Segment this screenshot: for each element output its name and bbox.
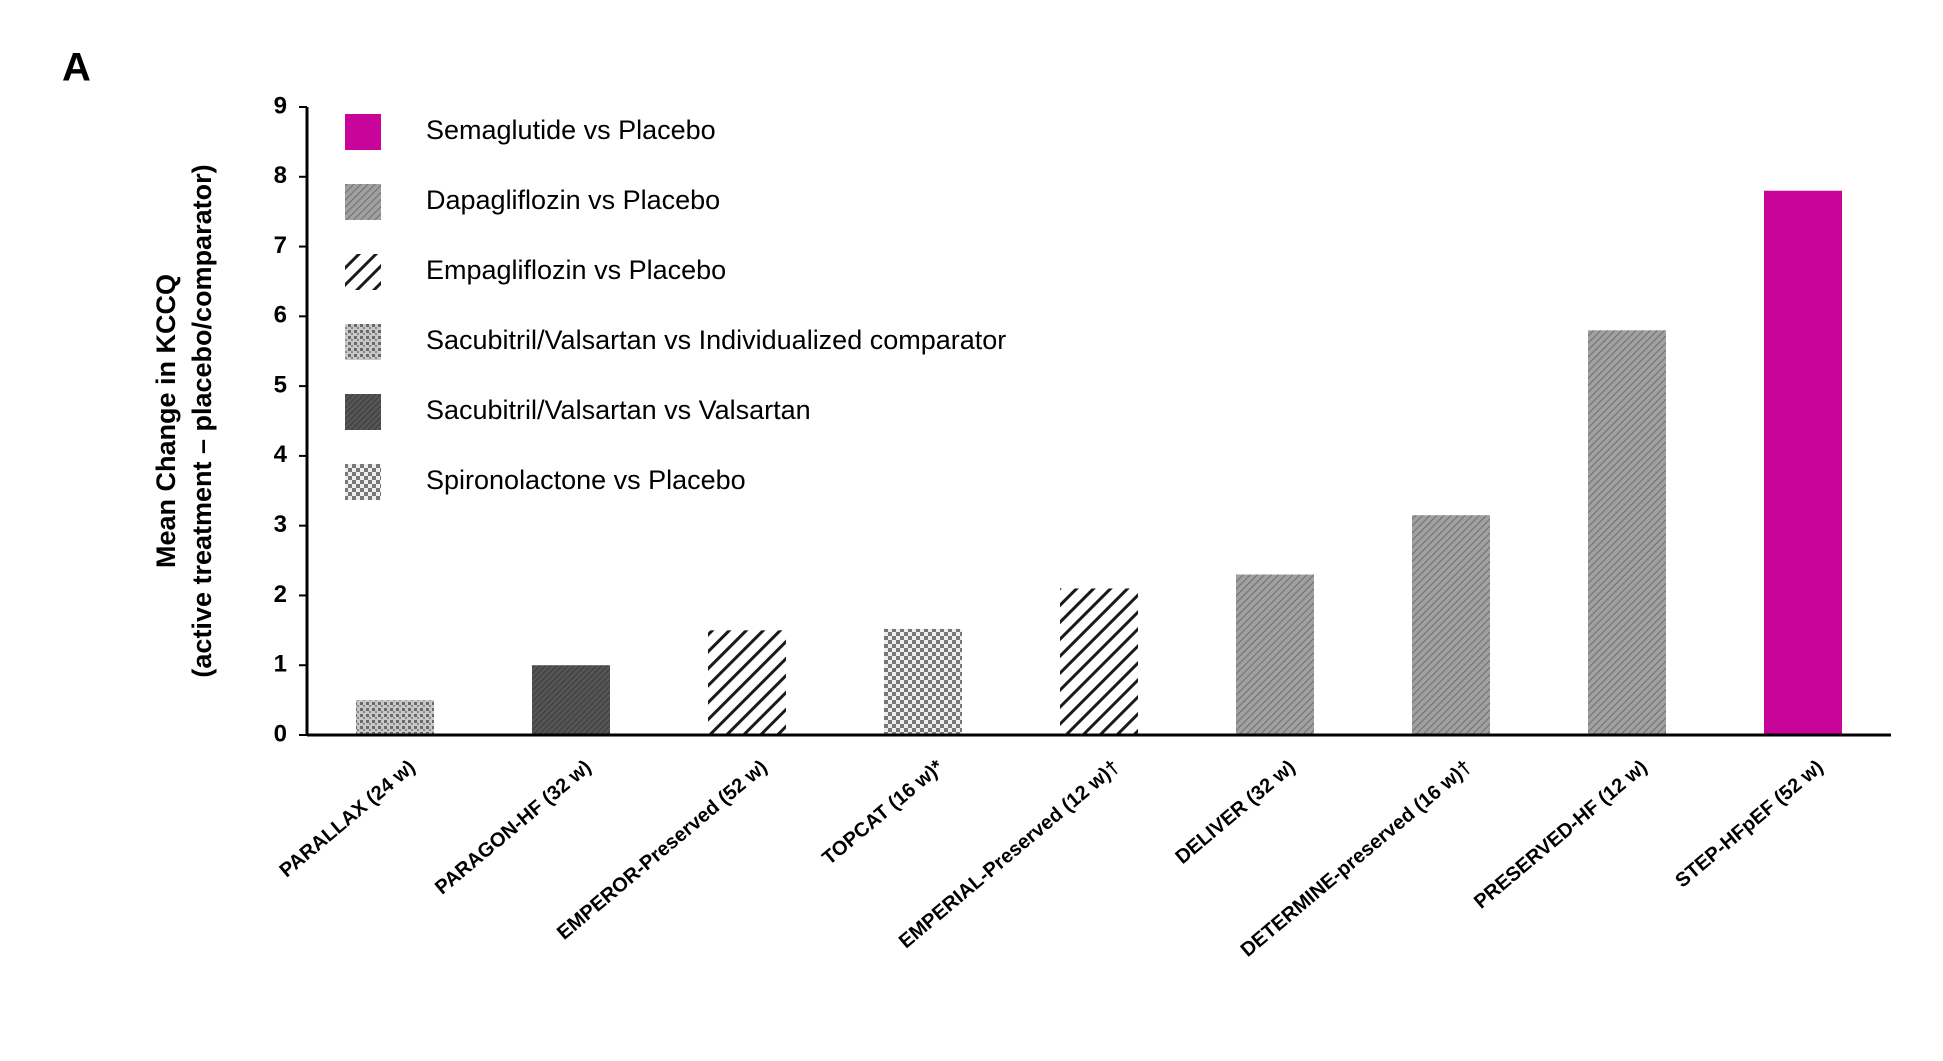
bar <box>884 628 962 735</box>
legend-label: Sacubitril/Valsartan vs Individualized c… <box>426 325 1006 355</box>
legend-swatch <box>345 324 381 360</box>
bar <box>532 665 610 735</box>
y-tick-label: 3 <box>274 511 287 538</box>
y-tick-label: 2 <box>274 581 287 608</box>
y-tick-label: 4 <box>274 441 288 468</box>
x-tick-label: PRESERVED-HF (12 w) <box>1470 756 1652 913</box>
y-tick-label: 1 <box>274 651 287 678</box>
x-tick-label: EMPEROR-Preserved (52 w) <box>553 756 771 944</box>
panel-label: A <box>62 46 91 90</box>
bar <box>1236 574 1314 735</box>
legend-swatch <box>345 254 381 290</box>
x-tick-label: PARALLAX (24 w) <box>276 756 420 882</box>
y-axis-title-line: (active treatment – placebo/comparator) <box>187 164 217 677</box>
bar <box>356 700 434 735</box>
legend-label: Semaglutide vs Placebo <box>426 115 716 145</box>
y-tick-label: 9 <box>274 92 287 119</box>
x-tick-label: STEP-HFpEF (52 w) <box>1671 756 1827 892</box>
y-tick-label: 7 <box>274 232 287 259</box>
legend-label: Sacubitril/Valsartan vs Valsartan <box>426 395 811 425</box>
bar <box>1764 190 1842 735</box>
y-tick-label: 8 <box>274 162 287 189</box>
x-tick-label: DELIVER (32 w) <box>1171 756 1299 869</box>
y-tick-label: 6 <box>274 302 287 329</box>
y-axis-title: Mean Change in KCCQ (active treatment – … <box>151 164 217 677</box>
bar <box>1588 330 1666 735</box>
bar <box>1060 588 1138 735</box>
legend-label: Dapagliflozin vs Placebo <box>426 185 720 215</box>
y-axis-title-line: Mean Change in KCCQ <box>151 274 181 568</box>
legend-swatch <box>345 464 381 500</box>
x-tick-label: TOPCAT (16 w)* <box>818 756 948 870</box>
bar <box>708 630 786 735</box>
y-tick-label: 0 <box>274 720 287 747</box>
legend-swatch <box>345 394 381 430</box>
legend-swatch <box>345 184 381 220</box>
x-tick-label: PARAGON-HF (32 w) <box>431 756 596 899</box>
bar <box>1412 515 1490 735</box>
y-tick-label: 5 <box>274 371 287 398</box>
legend-label: Spironolactone vs Placebo <box>426 465 746 495</box>
legend-swatch <box>345 114 381 150</box>
legend-label: Empagliflozin vs Placebo <box>426 255 726 285</box>
